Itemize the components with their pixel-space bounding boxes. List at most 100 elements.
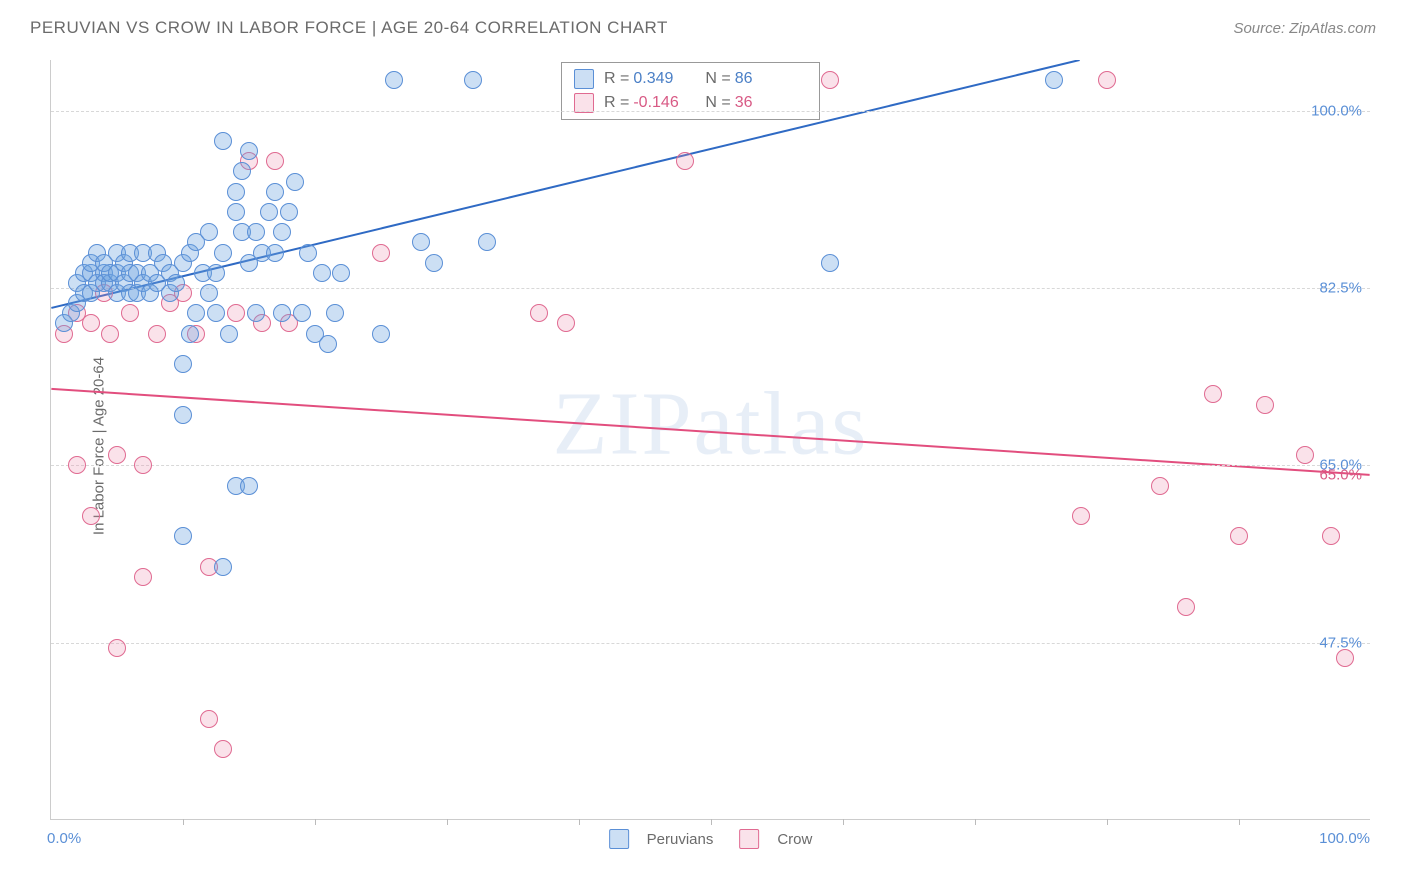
gridline (51, 288, 1370, 289)
x-tick-label-right: 100.0% (1319, 830, 1370, 847)
data-point-peruvian (167, 274, 185, 292)
data-point-crow (227, 304, 245, 322)
r-value-peruvians: 0.349 (633, 70, 689, 88)
data-point-peruvian (240, 477, 258, 495)
watermark: ZIPatlas (553, 373, 869, 476)
r-label: R = (604, 94, 629, 112)
data-point-peruvian (174, 355, 192, 373)
data-point-crow (68, 456, 86, 474)
data-point-crow (108, 446, 126, 464)
swatch-peruvian-icon (609, 829, 629, 849)
y-tick-label: 100.0% (1311, 102, 1362, 119)
data-point-crow (372, 244, 390, 262)
swatch-crow-icon (739, 829, 759, 849)
data-point-crow (1072, 507, 1090, 525)
n-value-crow: 36 (735, 94, 791, 112)
n-label: N = (705, 70, 730, 88)
data-point-crow (1098, 71, 1116, 89)
data-point-peruvian (332, 264, 350, 282)
data-point-crow (1230, 527, 1248, 545)
chart-title: PERUVIAN VS CROW IN LABOR FORCE | AGE 20… (30, 18, 668, 38)
data-point-peruvian (273, 304, 291, 322)
data-point-crow (1256, 396, 1274, 414)
data-point-crow (1204, 385, 1222, 403)
data-point-peruvian (280, 203, 298, 221)
data-point-peruvian (385, 71, 403, 89)
data-point-crow (108, 639, 126, 657)
data-point-crow (214, 740, 232, 758)
data-point-peruvian (200, 284, 218, 302)
data-point-peruvian (821, 254, 839, 272)
data-point-peruvian (214, 132, 232, 150)
data-point-peruvian (260, 203, 278, 221)
swatch-peruvian-icon (574, 69, 594, 89)
data-point-peruvian (425, 254, 443, 272)
data-point-crow (1322, 527, 1340, 545)
bottom-legend-crow: Crow (739, 829, 812, 849)
data-point-crow (121, 304, 139, 322)
r-value-crow: -0.146 (633, 94, 689, 112)
data-point-crow (82, 507, 100, 525)
n-label: N = (705, 94, 730, 112)
gridline (51, 643, 1370, 644)
r-label: R = (604, 70, 629, 88)
plot-area: ZIPatlas R = 0.349 N = 86 R = -0.146 N =… (50, 60, 1370, 820)
data-point-peruvian (247, 223, 265, 241)
data-point-peruvian (220, 325, 238, 343)
data-point-peruvian (478, 233, 496, 251)
data-point-peruvian (464, 71, 482, 89)
x-tick (1107, 819, 1108, 825)
data-point-peruvian (273, 223, 291, 241)
data-point-peruvian (266, 183, 284, 201)
data-point-peruvian (1045, 71, 1063, 89)
x-tick (843, 819, 844, 825)
data-point-crow (148, 325, 166, 343)
data-point-crow (557, 314, 575, 332)
x-tick (183, 819, 184, 825)
chart-container: PERUVIAN VS CROW IN LABOR FORCE | AGE 20… (0, 0, 1406, 892)
data-point-peruvian (227, 183, 245, 201)
data-point-crow (1336, 649, 1354, 667)
data-point-crow (82, 314, 100, 332)
data-point-peruvian (233, 162, 251, 180)
bottom-legend-label: Peruvians (647, 831, 714, 848)
data-point-peruvian (200, 223, 218, 241)
x-tick (579, 819, 580, 825)
data-point-crow (101, 325, 119, 343)
data-point-peruvian (227, 203, 245, 221)
data-point-peruvian (247, 304, 265, 322)
data-point-crow (1296, 446, 1314, 464)
legend-stats-row-peruvians: R = 0.349 N = 86 (562, 67, 819, 91)
data-point-peruvian (214, 558, 232, 576)
x-tick (975, 819, 976, 825)
data-point-peruvian (412, 233, 430, 251)
x-tick (711, 819, 712, 825)
data-point-peruvian (207, 304, 225, 322)
data-point-crow (821, 71, 839, 89)
n-value-peruvians: 86 (735, 70, 791, 88)
data-point-peruvian (319, 335, 337, 353)
data-point-peruvian (372, 325, 390, 343)
data-point-crow (266, 152, 284, 170)
data-point-crow (676, 152, 694, 170)
bottom-legend-peruvians: Peruvians (609, 829, 714, 849)
data-point-peruvian (174, 527, 192, 545)
data-point-crow (1177, 598, 1195, 616)
data-point-peruvian (299, 244, 317, 262)
y-tick-label: 82.5% (1319, 280, 1362, 297)
data-point-crow (134, 456, 152, 474)
data-point-peruvian (293, 304, 311, 322)
data-point-crow (134, 568, 152, 586)
title-bar: PERUVIAN VS CROW IN LABOR FORCE | AGE 20… (30, 18, 1376, 38)
gridline (51, 465, 1370, 466)
x-tick-label-left: 0.0% (47, 830, 81, 847)
source-label: Source: ZipAtlas.com (1233, 20, 1376, 37)
data-point-peruvian (326, 304, 344, 322)
data-point-crow (1151, 477, 1169, 495)
data-point-peruvian (214, 244, 232, 262)
data-point-peruvian (266, 244, 284, 262)
data-point-peruvian (286, 173, 304, 191)
x-tick (315, 819, 316, 825)
bottom-legend: Peruvians Crow (609, 829, 813, 849)
data-point-crow (200, 710, 218, 728)
